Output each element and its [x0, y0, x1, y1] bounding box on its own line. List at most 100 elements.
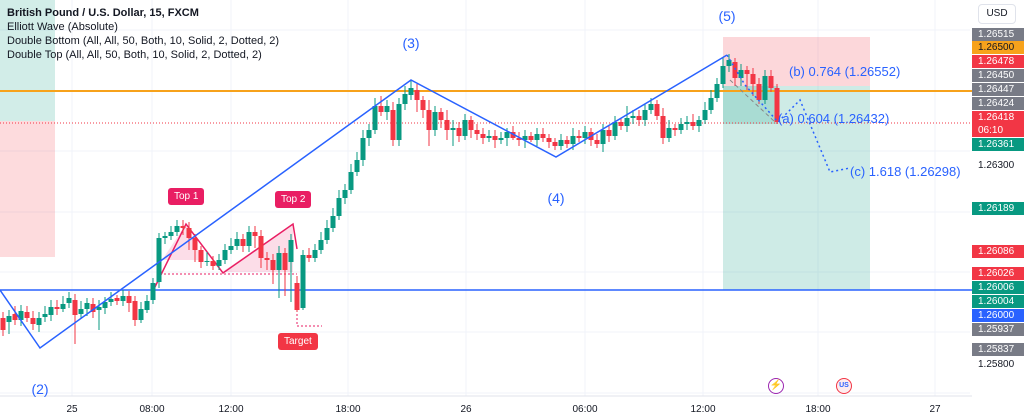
candle [348, 172, 354, 190]
candle [12, 314, 18, 320]
candle [72, 300, 78, 315]
candle [570, 136, 576, 144]
candle [432, 112, 438, 130]
candle [666, 128, 672, 138]
candle [648, 104, 654, 110]
short-position-profit-zone[interactable] [723, 86, 870, 290]
candle [384, 106, 390, 112]
candle [180, 226, 186, 228]
candle [504, 132, 510, 138]
fib-label: (a) 0.604 (1.26432) [778, 111, 890, 126]
long-position-profit-zone[interactable] [0, 0, 55, 121]
candle [480, 134, 486, 138]
currency-button[interactable]: USD [978, 4, 1016, 24]
candle [468, 120, 474, 130]
candle [516, 138, 522, 140]
candle [36, 318, 42, 325]
candle [396, 104, 402, 140]
candle [444, 120, 450, 130]
indicator-double-top[interactable]: Double Top (All, All, 50, Both, 10, Soli… [7, 49, 262, 61]
candle [162, 236, 168, 238]
candle [294, 283, 300, 310]
candle [744, 70, 750, 74]
candle [174, 226, 180, 232]
candle [144, 301, 150, 310]
candle [96, 307, 102, 310]
candle [18, 311, 24, 320]
candle [450, 128, 456, 130]
candle [720, 66, 726, 84]
top1-label: Top 1 [168, 188, 205, 205]
wave-label: (5) [718, 8, 736, 24]
candle [726, 60, 732, 66]
fib-label: (b) 0.764 (1.26552) [789, 64, 901, 79]
price-tag: 1.26500 [972, 41, 1024, 54]
price-tag: 1.26006 [972, 281, 1024, 294]
price-tick: 1.26300 [978, 160, 1015, 171]
candle [732, 62, 738, 78]
candle [642, 110, 648, 120]
candle [366, 130, 372, 138]
candle [324, 228, 330, 240]
candle [594, 140, 600, 144]
candle [24, 312, 30, 318]
candle [282, 253, 288, 270]
price-tag: 1.26361 [972, 138, 1024, 151]
candle [258, 236, 264, 258]
candle [738, 70, 744, 78]
candlestick-series [0, 54, 780, 344]
lightning-event-icon[interactable]: ⚡ [768, 378, 784, 394]
top2-label: Top 2 [275, 191, 312, 208]
candle [210, 261, 216, 266]
candle [600, 130, 606, 144]
candle [126, 296, 132, 303]
time-tick: 18:00 [805, 404, 831, 415]
candle [78, 309, 84, 314]
candle [768, 76, 774, 88]
candle [252, 232, 258, 236]
candle [420, 100, 426, 110]
elliott-wave-line[interactable] [0, 54, 728, 350]
candle [696, 120, 702, 126]
candle [774, 88, 780, 122]
candle [606, 130, 612, 136]
candle [498, 138, 504, 140]
candle [576, 136, 582, 138]
long-position-loss-zone[interactable] [0, 121, 55, 257]
candle [546, 138, 552, 142]
candle [66, 298, 72, 303]
time-tick: 26 [460, 404, 472, 415]
candle [690, 122, 696, 126]
candle [42, 314, 48, 317]
candle [402, 94, 408, 104]
abc-correction-line[interactable] [726, 54, 851, 173]
candle [534, 134, 540, 140]
candle [708, 98, 714, 110]
chart-legend: British Pound / U.S. Dollar, 15, FXCM El… [7, 6, 279, 62]
candle [120, 296, 126, 301]
price-tag: 1.26450 [972, 69, 1024, 82]
time-tick: 18:00 [335, 404, 361, 415]
price-tag: 1.26478 [972, 55, 1024, 68]
us-flag-icon[interactable]: US [836, 378, 852, 394]
candle [408, 88, 414, 95]
candle [264, 258, 270, 260]
candle [558, 140, 564, 146]
candle [114, 298, 120, 301]
candle [192, 238, 198, 250]
symbol-title[interactable]: British Pound / U.S. Dollar, 15, FXCM [7, 7, 199, 19]
price-tag: 1.26424 [972, 97, 1024, 110]
candle [372, 106, 378, 130]
indicator-elliott-wave[interactable]: Elliott Wave (Absolute) [7, 21, 118, 33]
candle [222, 250, 228, 260]
wave-label: (2) [31, 381, 49, 397]
double-top-line[interactable] [151, 222, 298, 294]
target-label: Target [278, 333, 318, 350]
time-tick: 12:00 [690, 404, 716, 415]
price-tag: 1.25937 [972, 323, 1024, 336]
indicator-double-bottom[interactable]: Double Bottom (All, All, 50, Both, 10, S… [7, 35, 280, 47]
candle [156, 238, 162, 282]
time-tick: 08:00 [139, 404, 165, 415]
candle [48, 307, 54, 315]
